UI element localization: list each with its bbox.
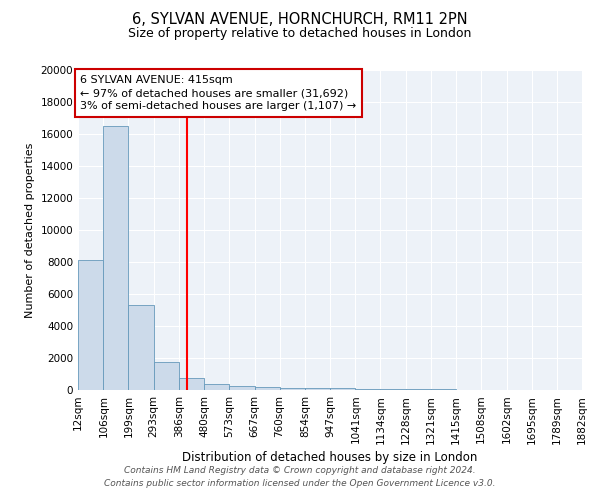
Bar	[204, 384, 229, 390]
Bar	[330, 388, 355, 390]
Bar	[280, 388, 305, 390]
Bar	[305, 388, 330, 390]
Text: 6, SYLVAN AVENUE, HORNCHURCH, RM11 2PN: 6, SYLVAN AVENUE, HORNCHURCH, RM11 2PN	[132, 12, 468, 28]
Text: 6 SYLVAN AVENUE: 415sqm
← 97% of detached houses are smaller (31,692)
3% of semi: 6 SYLVAN AVENUE: 415sqm ← 97% of detache…	[80, 75, 356, 111]
Bar	[229, 386, 254, 390]
Bar	[78, 260, 103, 390]
Bar	[128, 305, 154, 390]
Bar	[380, 389, 406, 390]
Bar	[154, 362, 179, 390]
Bar	[254, 387, 280, 390]
Bar	[103, 126, 128, 390]
Y-axis label: Number of detached properties: Number of detached properties	[25, 142, 35, 318]
Bar	[179, 378, 204, 390]
Text: Size of property relative to detached houses in London: Size of property relative to detached ho…	[128, 28, 472, 40]
Bar	[355, 388, 380, 390]
Bar	[406, 389, 431, 390]
X-axis label: Distribution of detached houses by size in London: Distribution of detached houses by size …	[182, 450, 478, 464]
Text: Contains HM Land Registry data © Crown copyright and database right 2024.
Contai: Contains HM Land Registry data © Crown c…	[104, 466, 496, 487]
